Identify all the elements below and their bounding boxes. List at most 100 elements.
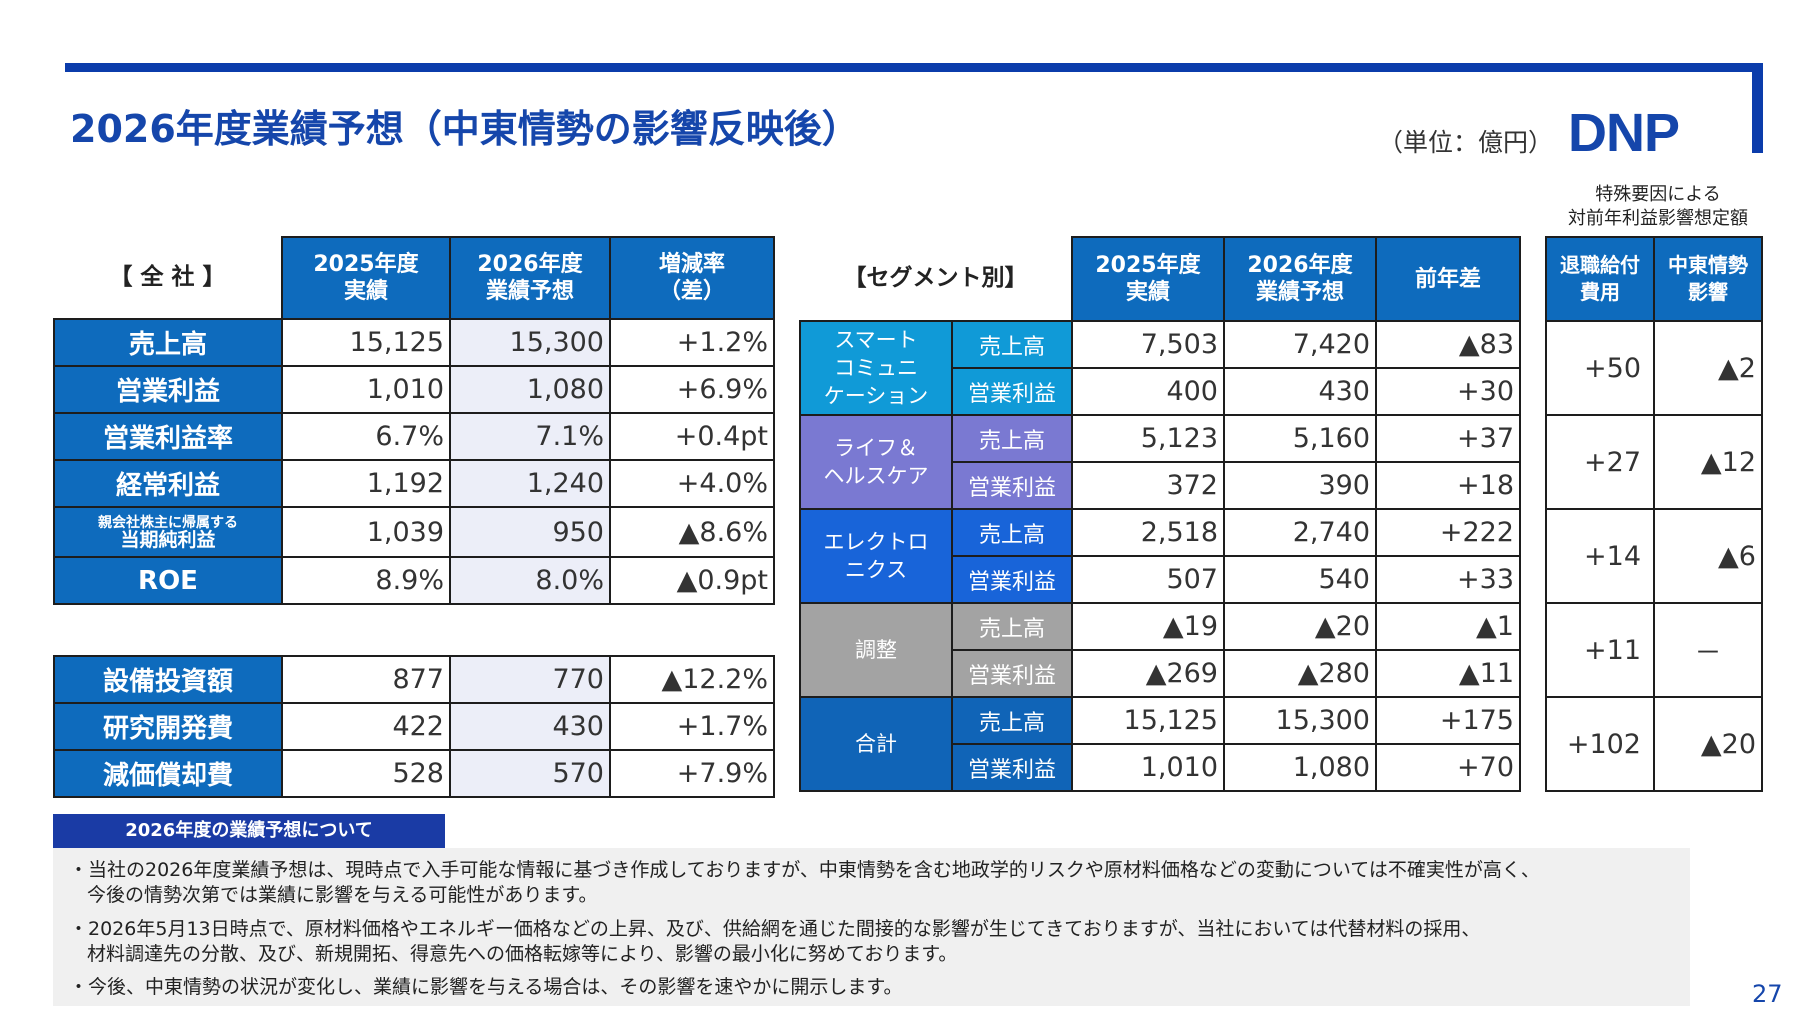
table-row: 減価償却費 528 570 +7.9% xyxy=(53,749,775,798)
cell-value: 15,125 xyxy=(281,318,451,367)
cell-value: 5,123 xyxy=(1071,414,1225,463)
table-row: +14 ▲6 xyxy=(1545,508,1763,604)
cell-value: 430 xyxy=(449,702,611,751)
cell-value: +50 xyxy=(1545,320,1655,416)
sub-label-sales: 売上高 xyxy=(951,508,1073,557)
company-table: 【 全 社 】 2025年度 実績 2026年度 業績予想 増減率 （差） 売上高 1… xyxy=(53,236,775,605)
cell-value: +27 xyxy=(1545,414,1655,510)
note-line: 材料調達先の分散、及び、新規開拓、得意先への価格転嫁等により、影響の最小化に努め… xyxy=(87,943,958,965)
segment-table: 【セグメント別】 2025年度 実績 2026年度 業績予想 前年差 スマート コミュ… xyxy=(799,236,1521,792)
table-row: 営業利益 ▲269 ▲280 ▲11 xyxy=(800,649,1521,698)
special-col-mideast: 中東情勢 影響 xyxy=(1653,236,1763,322)
cell-value: 1,080 xyxy=(449,365,611,414)
cell-value: +70 xyxy=(1375,743,1521,792)
sub-label-sales: 売上高 xyxy=(951,414,1073,463)
cell-value: ▲2 xyxy=(1653,320,1763,416)
cell-value: +175 xyxy=(1375,696,1521,745)
sub-label-sales: 売上高 xyxy=(951,696,1073,745)
table-row: 調整 売上高 ▲19 ▲20 ▲1 xyxy=(799,602,1521,698)
row-label-depreciation: 減価償却費 xyxy=(53,749,283,798)
table-row: +102 ▲20 xyxy=(1545,696,1763,792)
cell-value: 2,740 xyxy=(1223,508,1377,557)
cell-value: 950 xyxy=(449,506,611,558)
special-factor-note: 特殊要因による 対前年利益影響想定額 xyxy=(1568,184,1748,229)
sub-label-operating-income: 営業利益 xyxy=(951,367,1073,416)
cell-value: +102 xyxy=(1545,696,1655,792)
cell-value: 2,518 xyxy=(1071,508,1225,557)
note-line: ・当社の2026年度業績予想は、現時点で入手可能な情報に基づき作成しておりますが… xyxy=(69,859,1540,881)
cell-value: 1,080 xyxy=(1223,743,1377,792)
cell-value: 570 xyxy=(449,749,611,798)
cell-value: +11 xyxy=(1545,602,1655,698)
table-row: エレクトロ ニクス 売上高 2,518 2,740 +222 xyxy=(799,508,1521,604)
cell-value: 7,420 xyxy=(1223,320,1377,369)
cell-value: +37 xyxy=(1375,414,1521,463)
note-line: ・今後、中東情勢の状況が変化し、業績に影響を与える場合は、その影響を速やかに開示… xyxy=(69,976,903,998)
table-row: 営業利益率 6.7% 7.1% +0.4pt xyxy=(53,412,775,461)
table-row: 売上高 15,125 15,300 +1.2% xyxy=(53,318,775,367)
cell-value: ▲12 xyxy=(1653,414,1763,510)
row-label-roe: ROE xyxy=(53,556,283,605)
sub-label-operating-income: 営業利益 xyxy=(951,461,1073,510)
cell-value: +6.9% xyxy=(609,365,775,414)
cell-value: 8.0% xyxy=(449,556,611,605)
cell-value: 1,010 xyxy=(281,365,451,414)
capex-table: 設備投資額 877 770 ▲12.2% 研究開発費 422 430 +1.7%… xyxy=(53,655,775,798)
cell-value: ▲269 xyxy=(1071,649,1225,698)
segment-label: 【セグメント別】 xyxy=(800,237,1073,322)
cell-value: 507 xyxy=(1071,555,1225,604)
right-accent-bar xyxy=(1752,63,1763,153)
cell-value: ▲12.2% xyxy=(609,655,775,704)
cell-value: 15,300 xyxy=(1223,696,1377,745)
cell-value: 877 xyxy=(281,655,451,704)
cell-value: +1.2% xyxy=(609,318,775,367)
cell-value: ▲280 xyxy=(1223,649,1377,698)
note-line: ・2026年5月13日時点で、原材料価格やエネルギー価格などの上昇、及び、供給網… xyxy=(69,918,1481,940)
table-row: 設備投資額 877 770 ▲12.2% xyxy=(53,655,775,704)
page-number: 27 xyxy=(1752,980,1783,1008)
cell-value: ▲0.9pt xyxy=(609,556,775,605)
cell-value: 8.9% xyxy=(281,556,451,605)
segment-col-2026: 2026年度 業績予想 xyxy=(1223,236,1377,322)
table-row: 営業利益 507 540 +33 xyxy=(800,555,1521,604)
segment-adjustment: 調整 xyxy=(799,602,953,698)
cell-value: ▲8.6% xyxy=(609,506,775,558)
sub-label-operating-income: 営業利益 xyxy=(951,555,1073,604)
cell-value: +14 xyxy=(1545,508,1655,604)
cell-value: 400 xyxy=(1071,367,1225,416)
cell-value: ▲19 xyxy=(1071,602,1225,651)
table-row: 営業利益 1,010 1,080 +6.9% xyxy=(53,365,775,414)
table-row: スマート コミュニ ケーション 売上高 7,503 7,420 ▲83 xyxy=(799,320,1521,416)
cell-value: 15,125 xyxy=(1071,696,1225,745)
forecast-notes-box: ・当社の2026年度業績予想は、現時点で入手可能な情報に基づき作成しておりますが… xyxy=(53,848,1690,1006)
cell-value: 770 xyxy=(449,655,611,704)
segment-electronics: エレクトロ ニクス xyxy=(799,508,953,604)
cell-value: ▲11 xyxy=(1375,649,1521,698)
cell-value: 390 xyxy=(1223,461,1377,510)
company-label: 【 全 社 】 xyxy=(54,237,283,320)
dnp-logo: DNP xyxy=(1568,103,1680,163)
table-row: 営業利益 372 390 +18 xyxy=(800,461,1521,510)
cell-value: 540 xyxy=(1223,555,1377,604)
cell-value: 1,240 xyxy=(449,459,611,508)
note-line: 今後の情勢次第では業績に影響を与える可能性があります。 xyxy=(87,884,598,906)
forecast-notes-heading: 2026年度の業績予想について xyxy=(53,814,445,848)
segment-total: 合計 xyxy=(799,696,953,792)
cell-value: +30 xyxy=(1375,367,1521,416)
segment-col-diff: 前年差 xyxy=(1375,236,1521,322)
page-title: 2026年度業績予想（中東情勢の影響反映後） xyxy=(70,107,860,151)
table-row: +11 － xyxy=(1545,602,1763,698)
cell-value: 372 xyxy=(1071,461,1225,510)
company-col-change: 増減率 （差） xyxy=(609,236,775,320)
table-row: ROE 8.9% 8.0% ▲0.9pt xyxy=(53,556,775,605)
cell-value: +0.4pt xyxy=(609,412,775,461)
cell-value: +4.0% xyxy=(609,459,775,508)
cell-value: － xyxy=(1653,602,1763,698)
special-factor-table: 退職給付 費用 中東情勢 影響 +50 ▲2 +27 ▲12 +14 ▲6 +11 … xyxy=(1545,236,1763,792)
table-row: 営業利益 1,010 1,080 +70 xyxy=(800,743,1521,792)
company-col-2025: 2025年度 実績 xyxy=(281,236,451,320)
row-label-operating-income: 営業利益 xyxy=(53,365,283,414)
table-row: 研究開発費 422 430 +1.7% xyxy=(53,702,775,751)
unit-label: （単位：億円） xyxy=(1378,128,1554,157)
table-row: 親会社株主に帰属する 当期純利益 1,039 950 ▲8.6% xyxy=(53,506,775,558)
